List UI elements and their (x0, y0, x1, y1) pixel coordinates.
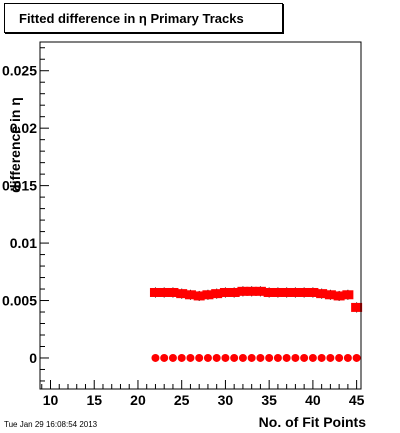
circle-point (300, 353, 309, 362)
circle-point (203, 353, 212, 362)
plot-frame (39, 41, 362, 390)
x-tick-label: 35 (261, 392, 277, 408)
circle-point (151, 353, 160, 362)
square-point (228, 287, 240, 297)
circle-point (168, 353, 177, 362)
circle-point (273, 353, 282, 362)
y-axis-label: difference in η (7, 97, 23, 193)
x-tick-label: 15 (86, 392, 102, 408)
circle-point (195, 353, 204, 362)
circle-point (256, 353, 265, 362)
y-tick-label: 0.01 (10, 235, 37, 251)
y-tick-label: 0.015 (2, 178, 37, 194)
square-point (193, 291, 205, 301)
circle-point (221, 353, 230, 362)
square-point (324, 290, 336, 300)
y-tick-label: 0.02 (10, 120, 37, 136)
square-point (211, 289, 223, 299)
square-point (176, 289, 188, 299)
circle-point (238, 353, 247, 362)
title-box: Fitted difference in η Primary Tracks (4, 3, 283, 33)
circle-point (160, 353, 169, 362)
square-point (298, 287, 310, 297)
square-point (167, 287, 179, 297)
circle-point (230, 353, 239, 362)
square-point (184, 290, 196, 300)
x-tick-label: 30 (218, 392, 234, 408)
x-tick-label: 45 (349, 392, 365, 408)
square-point (316, 289, 328, 299)
circle-point (247, 353, 256, 362)
x-axis-label: No. of Fit Points (259, 414, 367, 430)
square-point (351, 302, 363, 312)
x-tick-label: 40 (305, 392, 321, 408)
square-point (237, 286, 249, 296)
circle-point (308, 353, 317, 362)
x-tick-label: 25 (174, 392, 190, 408)
circle-point (177, 353, 186, 362)
circle-point (317, 353, 326, 362)
square-point (158, 287, 170, 297)
circle-point (326, 353, 335, 362)
square-point (342, 290, 354, 300)
square-point (307, 287, 319, 297)
square-point (289, 287, 301, 297)
square-point (202, 290, 214, 300)
circle-point (291, 353, 300, 362)
x-tick-label: 10 (43, 392, 59, 408)
square-point (281, 287, 293, 297)
square-point (246, 286, 258, 296)
circle-point (282, 353, 291, 362)
y-tick-label: 0.025 (2, 63, 37, 79)
square-point (272, 287, 284, 297)
circle-point (186, 353, 195, 362)
circle-point (335, 353, 344, 362)
square-point (149, 287, 161, 297)
square-point (263, 287, 275, 297)
circle-point (352, 353, 361, 362)
square-point (219, 287, 231, 297)
y-tick-label: 0 (29, 350, 37, 366)
timestamp: Tue Jan 29 16:08:54 2013 (4, 420, 98, 429)
x-tick-label: 20 (130, 392, 146, 408)
square-point (254, 286, 266, 296)
y-tick-label: 0.005 (2, 293, 37, 309)
square-point (333, 291, 345, 301)
circle-point (343, 353, 352, 362)
circle-point (265, 353, 274, 362)
circle-point (212, 353, 221, 362)
chart-title: Fitted difference in η Primary Tracks (19, 11, 244, 26)
